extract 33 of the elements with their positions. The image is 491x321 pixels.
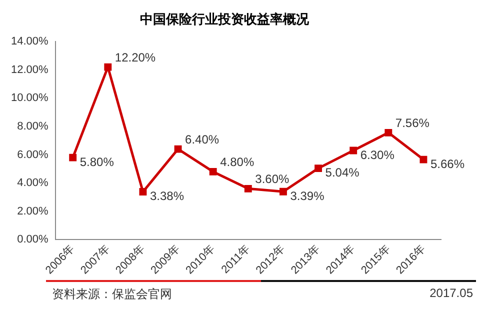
text: 2017.05 (430, 286, 473, 302)
text: 6.30% (360, 148, 394, 162)
y-tick-label: 2.00% (17, 205, 49, 218)
point (244, 184, 252, 192)
text: 5.80% (80, 154, 114, 169)
point (279, 188, 287, 196)
y-tick-label: 12.00% (10, 64, 49, 76)
y-tick-label: 14.00% (10, 36, 49, 48)
chart-title: 中国保险行业投资收益率概况 (140, 11, 310, 26)
text: 7.56% (395, 116, 430, 130)
y-tick-label: 6.00% (17, 148, 49, 161)
text: 5.66% (430, 156, 464, 171)
y-tick-label: 8.00% (17, 120, 49, 132)
y-tick-label: 4.00% (17, 177, 49, 190)
text: 资料来源：保监会官网 (52, 286, 172, 303)
text: 4.80% (220, 155, 254, 170)
point (174, 145, 182, 153)
point (69, 154, 77, 162)
text: 6.40% (185, 132, 220, 146)
text: 12.20% (114, 50, 156, 64)
point (104, 63, 112, 71)
point (139, 188, 147, 196)
y-tick-label: 0.00% (17, 234, 49, 246)
text: 3.38% (150, 189, 184, 204)
text: 3.39% (290, 188, 324, 203)
text: 3.60% (255, 172, 290, 186)
point (209, 168, 217, 176)
point (350, 146, 358, 154)
point (314, 164, 322, 172)
point (384, 128, 392, 136)
text: 5.04% (325, 166, 360, 180)
point (420, 156, 428, 164)
y-tick-label: 10.00% (10, 92, 49, 104)
